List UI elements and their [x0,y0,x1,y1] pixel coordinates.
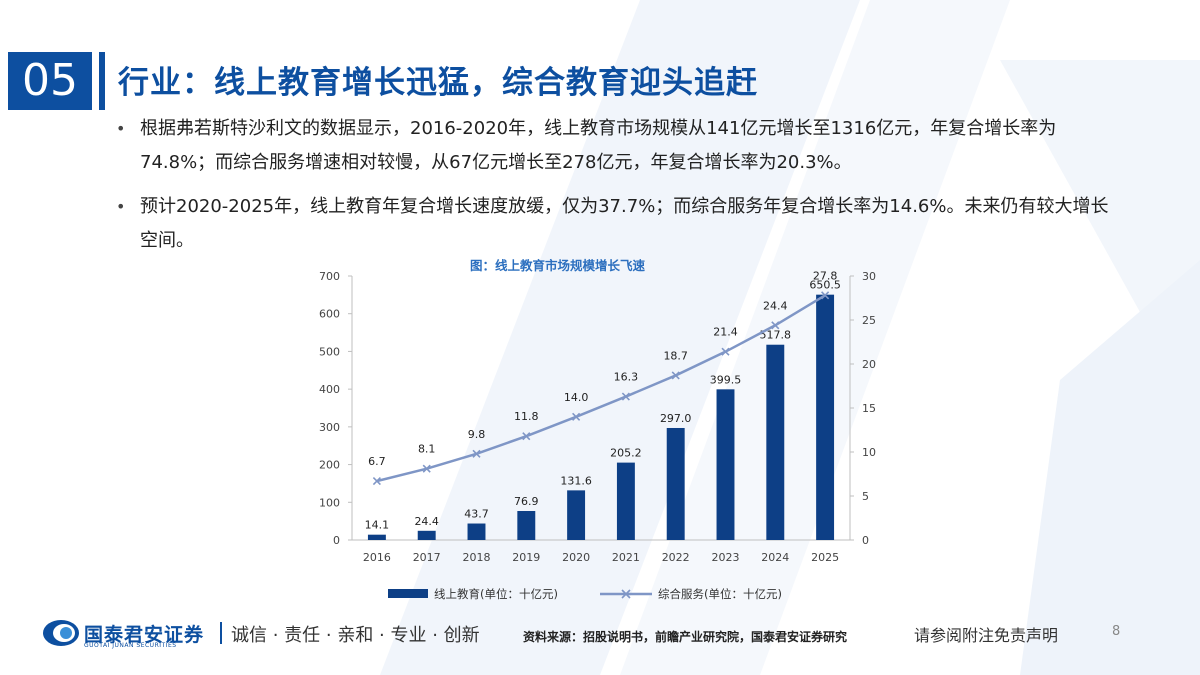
y-right-tick-label: 25 [862,314,876,327]
bullet-dot-icon: • [116,119,126,138]
bar [467,523,486,540]
bar [567,490,586,540]
company-name: 国泰君安证券 [84,624,205,646]
line-point-marker [721,347,730,356]
bullet-text: 预计2020-2025年，线上教育年复合增长速度放缓，仅为37.7%；而综合服务… [140,196,1109,251]
line-point-marker [572,412,581,421]
bullet-text: 根据弗若斯特沙利文的数据显示，2016-2020年，线上教育市场规模从141亿元… [140,118,1057,173]
bar-data-label: 297.0 [660,412,692,425]
x-tick-label: 2023 [712,551,740,564]
bullet-item: • 根据弗若斯特沙利文的数据显示，2016-2020年，线上教育市场规模从141… [114,112,1114,180]
line-point-marker [472,449,481,458]
bar-data-label: 24.4 [414,515,439,528]
y-right-tick-label: 0 [862,534,869,547]
disclaimer-link[interactable]: 请参阅附注免责声明 [914,626,1059,645]
page-number: 8 [1112,624,1121,639]
bullet-dot-icon: • [116,197,126,216]
line-point-marker [422,464,431,473]
y-right-tick-label: 15 [862,402,876,415]
line-series [376,294,826,483]
x-tick-label: 2019 [512,551,540,564]
y-right-tick-label: 10 [862,446,876,459]
line-data-label: 11.8 [514,410,539,423]
line-data-label: 6.7 [368,455,386,468]
bar [616,462,635,540]
bar [816,294,835,540]
line-point-marker [621,392,630,401]
line-point-marker [372,476,381,486]
company-name-en: GUOTAI JUNAN SECURITIES [84,642,177,649]
bar-data-label: 650.5 [809,279,841,292]
bullet-item: • 预计2020-2025年，线上教育年复合增长速度放缓，仅为37.7%；而综合… [114,190,1114,258]
line-data-label: 18.7 [663,349,688,362]
x-tick-label: 2018 [463,551,491,564]
x-tick-label: 2017 [413,551,441,564]
bar-data-label: 43.7 [464,508,489,521]
line-data-label: 14.0 [564,391,589,404]
line-point-marker [771,321,780,330]
line-data-label: 21.4 [713,326,738,339]
y-left-tick-label: 100 [319,496,340,509]
y-left-tick-label: 300 [319,421,340,434]
legend-swatch-bar [388,589,428,598]
line-data-label: 27.8 [813,269,838,282]
chart-title: 图：线上教育市场规模增长飞速 [470,258,646,273]
line-data-label: 8.1 [418,443,436,456]
bar [417,530,436,540]
bar-data-label: 14.1 [365,519,390,532]
bar-data-label: 517.8 [760,329,792,342]
x-tick-label: 2020 [562,551,590,564]
y-left-tick-label: 400 [319,383,340,396]
bar-data-label: 76.9 [514,495,539,508]
bar-data-label: 205.2 [610,447,642,460]
legend-label: 线上教育(单位：十亿元) [434,587,558,601]
y-right-tick-label: 20 [862,358,876,371]
line-point-marker [671,371,680,380]
y-left-tick-label: 0 [333,534,340,547]
section-number: 05 [8,52,92,110]
bar [716,389,735,540]
x-tick-label: 2024 [761,551,789,564]
bar-data-label: 399.5 [710,373,742,386]
bar [666,427,685,540]
legend-label: 综合服务(单位：十亿元) [658,587,782,601]
bar [367,534,386,540]
legend-marker [621,589,631,599]
x-tick-label: 2025 [811,551,839,564]
x-tick-label: 2016 [363,551,391,564]
y-left-tick-label: 500 [319,345,340,358]
y-right-tick-label: 30 [862,270,876,283]
footer-divider [220,622,222,644]
line-data-label: 9.8 [468,428,486,441]
slogan: 诚信 · 责任 · 亲和 · 专业 · 创新 [231,625,480,646]
x-tick-label: 2022 [662,551,690,564]
y-left-tick-label: 200 [319,459,340,472]
bar [766,344,785,540]
x-tick-label: 2021 [612,551,640,564]
bullet-list: • 根据弗若斯特沙利文的数据显示，2016-2020年，线上教育市场规模从141… [114,112,1114,268]
data-source: 资料来源：招股说明书，前瞻产业研究院，国泰君安证券研究 [523,630,848,644]
line-data-label: 16.3 [614,371,639,384]
y-left-tick-label: 600 [319,308,340,321]
y-left-tick-label: 700 [319,270,340,283]
y-right-tick-label: 5 [862,490,869,503]
line-point-marker [821,291,830,300]
page-title: 行业：线上教育增长迅猛，综合教育迎头追赶 [118,65,758,101]
bar [517,510,536,540]
bar-data-label: 131.6 [560,474,592,487]
logo-icon [43,620,79,646]
line-point-marker [522,432,531,441]
section-divider [99,52,105,110]
line-data-label: 24.4 [763,299,788,312]
